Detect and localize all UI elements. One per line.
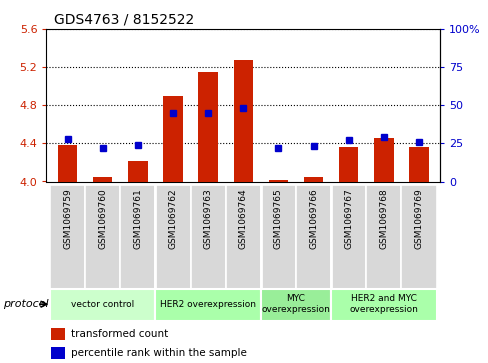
Bar — [330, 185, 366, 290]
Text: GSM1069766: GSM1069766 — [308, 188, 317, 249]
Text: vector control: vector control — [71, 300, 134, 309]
Bar — [51, 347, 65, 359]
Text: GSM1069760: GSM1069760 — [98, 188, 107, 249]
Text: GSM1069762: GSM1069762 — [168, 188, 177, 249]
Bar — [50, 289, 155, 321]
Bar — [120, 185, 155, 290]
Text: GSM1069765: GSM1069765 — [273, 188, 283, 249]
Bar — [155, 185, 190, 290]
Text: GDS4763 / 8152522: GDS4763 / 8152522 — [54, 12, 194, 26]
Bar — [58, 145, 77, 182]
Bar — [51, 328, 65, 340]
Text: HER2 and MYC
overexpression: HER2 and MYC overexpression — [349, 294, 417, 314]
Bar — [268, 180, 287, 182]
Bar — [155, 289, 260, 321]
Bar — [260, 185, 295, 290]
Text: protocol: protocol — [2, 299, 48, 309]
Text: GSM1069767: GSM1069767 — [344, 188, 352, 249]
Bar — [373, 138, 393, 182]
Bar — [330, 289, 436, 321]
Text: GSM1069759: GSM1069759 — [63, 188, 72, 249]
Bar — [163, 96, 183, 182]
Bar — [190, 185, 225, 290]
Text: GSM1069768: GSM1069768 — [379, 188, 387, 249]
Bar — [401, 185, 436, 290]
Bar — [93, 177, 112, 182]
Bar — [198, 72, 217, 182]
Text: percentile rank within the sample: percentile rank within the sample — [70, 348, 246, 358]
Bar — [303, 177, 323, 182]
Text: MYC
overexpression: MYC overexpression — [261, 294, 330, 314]
Bar — [128, 160, 147, 182]
Text: transformed count: transformed count — [70, 329, 167, 339]
Bar — [408, 147, 428, 182]
Text: HER2 overexpression: HER2 overexpression — [160, 300, 256, 309]
Bar — [50, 185, 85, 290]
Text: GSM1069769: GSM1069769 — [414, 188, 423, 249]
Bar — [260, 289, 330, 321]
Text: GSM1069764: GSM1069764 — [238, 188, 247, 249]
Text: GSM1069761: GSM1069761 — [133, 188, 142, 249]
Bar — [338, 147, 358, 182]
Bar — [366, 185, 401, 290]
Text: GSM1069763: GSM1069763 — [203, 188, 212, 249]
Bar — [233, 61, 252, 182]
Bar — [85, 185, 120, 290]
Bar — [225, 185, 260, 290]
Bar — [295, 185, 330, 290]
